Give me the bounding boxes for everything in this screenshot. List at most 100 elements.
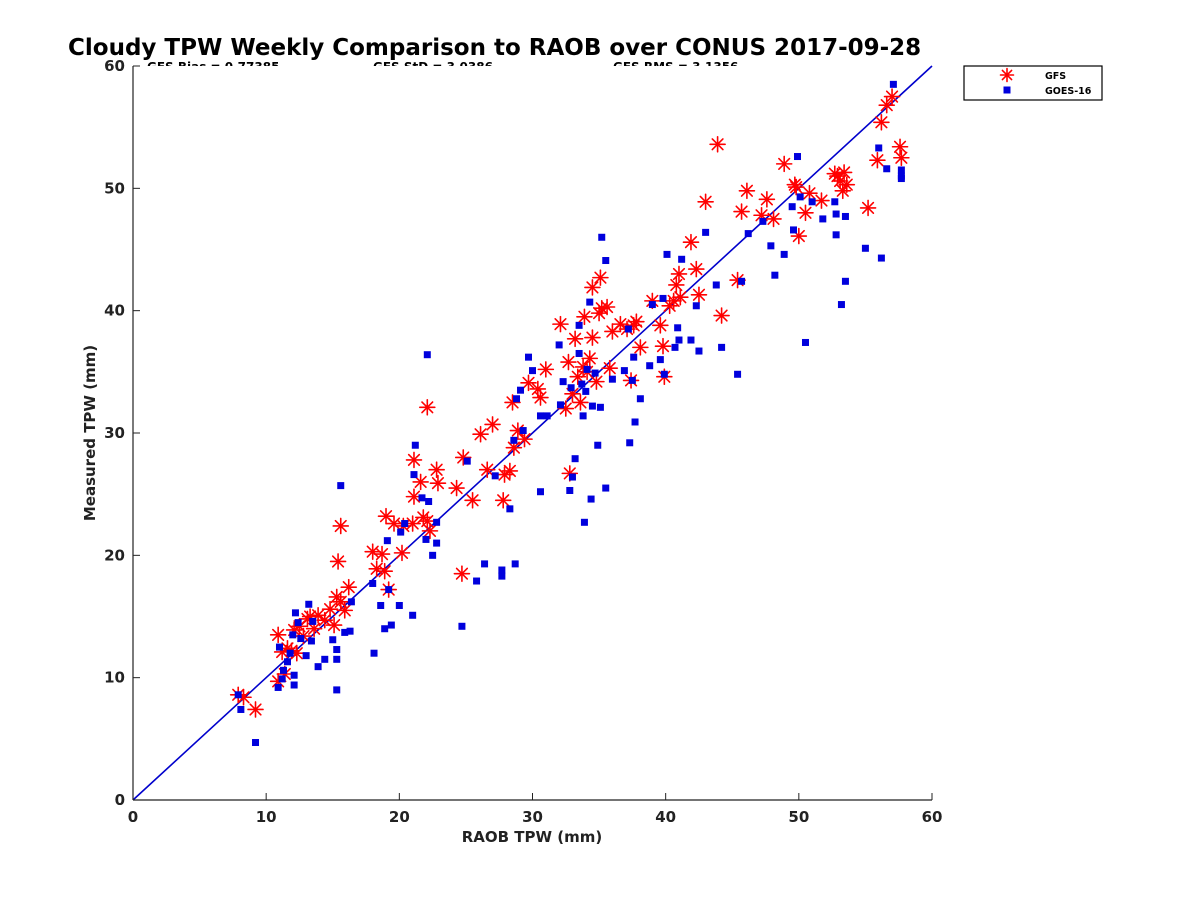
goes16-point xyxy=(578,380,586,388)
goes16-point xyxy=(491,472,499,480)
gfs-point xyxy=(453,565,471,582)
goes16-point xyxy=(877,254,885,262)
goes16-point xyxy=(279,666,287,674)
goes16-point xyxy=(555,341,563,349)
chart-title: Cloudy TPW Weekly Comparison to RAOB ove… xyxy=(68,35,921,61)
goes16-point xyxy=(660,370,668,378)
gfs-point xyxy=(552,315,569,333)
goes16-point xyxy=(588,402,596,410)
gfs-point xyxy=(697,193,714,211)
axes: 0 10 20 30 40 50 60 0 10 20 30 40 50 60 xyxy=(104,57,942,826)
goes16-point xyxy=(841,277,849,285)
gfs-point xyxy=(601,359,619,377)
goes16-point xyxy=(837,301,845,309)
gfs-point xyxy=(891,138,909,156)
goes16-point xyxy=(346,627,354,635)
goes16-point xyxy=(628,376,636,384)
gfs-point xyxy=(787,178,805,196)
y-tick-label: 50 xyxy=(104,179,125,197)
y-axis-label: Measured TPW (mm) xyxy=(81,345,99,521)
goes16-point xyxy=(591,369,599,377)
goes16-point xyxy=(624,325,632,333)
y-tick-label: 60 xyxy=(104,57,125,75)
goes16-point xyxy=(659,294,667,302)
goes16-point xyxy=(529,367,536,375)
goes16-point xyxy=(289,631,297,639)
gfs-point xyxy=(690,286,708,304)
goes16-point xyxy=(383,537,391,545)
goes16-point xyxy=(377,601,385,609)
x-tick-label: 40 xyxy=(655,808,676,826)
goes16-point xyxy=(410,471,418,479)
goes16-point xyxy=(582,387,590,395)
gfs-point xyxy=(393,544,411,562)
gfs-point xyxy=(478,461,496,479)
goes16-point xyxy=(579,412,587,420)
goes16-point xyxy=(861,244,869,252)
goes16-point xyxy=(567,384,575,392)
goes16-point xyxy=(302,652,310,660)
goes16-point xyxy=(587,495,595,503)
goes16-point xyxy=(418,494,426,502)
goes16-point xyxy=(568,473,576,481)
gfs-point xyxy=(418,512,436,530)
goes16-point xyxy=(767,242,775,250)
goes16-point xyxy=(347,598,355,606)
goes16-point xyxy=(608,375,616,383)
goes16-point xyxy=(602,484,610,492)
goes16-point xyxy=(575,349,583,357)
gfs-point xyxy=(835,164,853,181)
legend: GFS GOES-16 xyxy=(963,65,1103,101)
gfs-point xyxy=(247,701,264,718)
y-tick-label: 30 xyxy=(104,424,125,442)
goes16-point xyxy=(575,321,583,329)
gfs-point xyxy=(758,191,776,208)
gfs-point xyxy=(484,416,501,433)
goes16-point xyxy=(369,579,377,587)
goes16-point xyxy=(458,622,466,630)
legend-goes16-marker xyxy=(1003,86,1011,94)
goes16-point xyxy=(648,301,656,309)
goes16-point xyxy=(370,649,378,657)
goes16-point xyxy=(841,212,849,220)
gfs-point xyxy=(859,199,877,217)
goes16-point xyxy=(234,691,242,699)
goes16-point xyxy=(309,617,317,625)
goes16-point xyxy=(819,215,827,223)
gfs-point xyxy=(472,425,489,443)
gfs-point xyxy=(464,491,481,509)
goes16-point xyxy=(897,166,905,174)
goes16-point xyxy=(744,230,752,238)
goes16-point xyxy=(286,649,294,657)
gfs-point xyxy=(336,602,354,619)
goes16-point xyxy=(663,250,671,258)
gfs-point xyxy=(869,151,886,169)
goes16-point xyxy=(433,539,441,547)
goes16-point xyxy=(671,343,679,351)
gfs-point xyxy=(632,339,649,356)
goes16-point xyxy=(889,80,897,88)
goes16-point xyxy=(536,488,544,496)
gfs-point xyxy=(560,353,577,371)
gfs-point xyxy=(418,399,436,416)
goes16-point xyxy=(808,198,816,206)
goes16-point xyxy=(433,518,441,526)
gfs-point xyxy=(325,616,343,634)
gfs-point xyxy=(269,626,287,644)
goes16-point xyxy=(598,233,606,241)
goes16-point xyxy=(341,628,349,636)
gfs-point xyxy=(668,276,685,294)
gfs-point xyxy=(412,473,429,491)
gfs-point xyxy=(883,88,901,105)
goes16-point xyxy=(631,418,639,426)
goes16-point xyxy=(788,203,796,211)
goes16-point xyxy=(385,586,393,594)
goes16-point xyxy=(687,336,695,344)
legend-gfs-marker xyxy=(999,67,1015,83)
goes16-point xyxy=(875,144,883,152)
goes16-point xyxy=(321,655,329,663)
goes16-point xyxy=(594,441,602,449)
goes16-point xyxy=(780,250,788,258)
gfs-point xyxy=(305,620,323,638)
